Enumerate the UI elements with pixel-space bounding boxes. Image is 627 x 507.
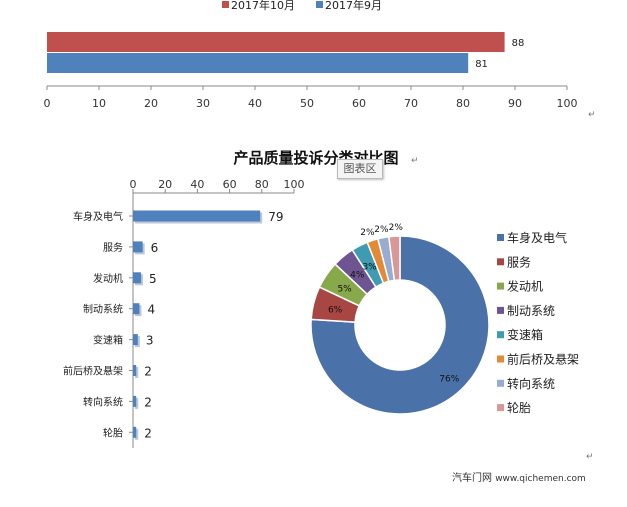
- data-label: 5: [149, 272, 157, 286]
- chart1-x-axis: 0 10 20 30 40 50 60 70 80 90 100: [44, 85, 578, 110]
- tick-label: 90: [508, 97, 522, 110]
- category-label: 车身及电气: [73, 210, 123, 223]
- tick-label: 50: [300, 97, 314, 110]
- tick-label: 30: [196, 97, 210, 110]
- category-label: 轮胎: [103, 426, 123, 439]
- tick-label: 60: [352, 97, 366, 110]
- donut-slice: [388, 235, 401, 282]
- slice-label: 2%: [374, 225, 389, 235]
- legend-label: 2017年10月: [231, 0, 295, 12]
- legend-label: 转向系统: [507, 376, 555, 391]
- legend-label: 前后桥及悬架: [507, 352, 579, 367]
- chart-area-tooltip: 图表区: [337, 159, 383, 179]
- tick-label: 60: [223, 178, 237, 191]
- category-label: 变速箱: [93, 334, 123, 347]
- legend-swatch: [497, 355, 504, 363]
- legend-label: 车身及电气: [507, 230, 567, 245]
- bar: [133, 272, 142, 284]
- slice-label: 2%: [360, 228, 375, 238]
- data-label: 81: [475, 59, 488, 70]
- donut-chart: 76%6%5%4%3%2% 2% 2% 车身及电气服务发动机制动系统变速箱前后桥及悬…: [310, 223, 579, 415]
- bar-shadow: [135, 428, 139, 440]
- chart1-bars: 88 81: [47, 32, 524, 73]
- data-label: 88: [512, 38, 525, 49]
- data-label: 2: [144, 426, 152, 440]
- tick-label: 100: [557, 97, 578, 110]
- tick-label: 100: [284, 178, 305, 191]
- tick-label: 80: [255, 178, 269, 191]
- bar: [133, 334, 138, 346]
- bar: [47, 53, 469, 73]
- bar-shadow: [135, 367, 139, 378]
- bar-shadow: [135, 397, 139, 409]
- tick-label: 0: [130, 178, 137, 191]
- monthly-comparison-chart: 2017年10月 2017年9月 88 81 0 10 20 30 40 50 60 70 80 90…: [44, 0, 578, 110]
- chart1-legend: 2017年10月 2017年9月: [222, 0, 382, 12]
- category-bar-chart: 0 20 40 60 80 100 79 车身及电气 6 服务 5 发动机 4 制动系统 3 变速箱 2 前后桥…: [63, 178, 305, 448]
- tick-label: 0: [44, 97, 51, 110]
- newline-mark: ↵: [588, 110, 596, 120]
- bar: [133, 426, 137, 438]
- data-label: 6: [151, 241, 159, 255]
- footer-newline-mark: ↵: [586, 452, 594, 462]
- slice-label: 6%: [328, 305, 343, 315]
- legend-label: 制动系统: [507, 304, 555, 318]
- data-label: 4: [147, 303, 155, 317]
- legend-swatch: [497, 282, 504, 290]
- tick-label: 80: [456, 97, 470, 110]
- slice-label: 4%: [350, 270, 365, 280]
- bar: [133, 241, 143, 253]
- slice-label: 2%: [389, 223, 404, 233]
- category-label: 服务: [103, 241, 123, 254]
- tick-label: 40: [248, 97, 262, 110]
- category-label: 转向系统: [83, 395, 123, 408]
- slice-label: 76%: [439, 374, 459, 384]
- legend-label: 轮胎: [507, 401, 531, 415]
- legend-swatch: [316, 1, 323, 8]
- donut-slices: [310, 235, 490, 415]
- category-label: 制动系统: [83, 303, 123, 316]
- category-label: 发动机: [93, 272, 123, 285]
- legend-label: 变速箱: [507, 327, 543, 342]
- bar: [133, 210, 261, 222]
- footer-site: www.qichemen.com: [495, 474, 586, 484]
- data-label: 79: [268, 210, 283, 224]
- tick-label: 40: [190, 178, 204, 191]
- slice-label: 5%: [337, 284, 352, 294]
- bar: [133, 395, 137, 407]
- title-newline-mark: ↵: [411, 156, 419, 166]
- data-label: 2: [144, 365, 152, 379]
- tick-label: 20: [158, 178, 172, 191]
- footer-brand: 汽车门网: [452, 473, 492, 484]
- footer-watermark: 汽车门网 www.qichemen.com: [452, 469, 586, 484]
- chart2-bars: 79 车身及电气 6 服务 5 发动机 4 制动系统 3 变速箱 2 前后桥及悬架 2 转向系统 2 轮胎: [63, 210, 283, 440]
- legend-swatch: [497, 331, 504, 339]
- bar: [47, 32, 505, 52]
- legend-label: 服务: [507, 254, 531, 269]
- legend-swatch: [497, 306, 504, 314]
- legend-swatch: [497, 234, 504, 241]
- legend-label: 发动机: [507, 279, 543, 294]
- tick-label: 10: [92, 97, 106, 110]
- category-label: 前后桥及悬架: [63, 365, 123, 378]
- legend-label: 2017年9月: [325, 0, 382, 12]
- legend-swatch: [497, 379, 504, 387]
- legend-swatch: [222, 1, 229, 8]
- tick-label: 70: [404, 97, 418, 110]
- donut-slice: [310, 235, 490, 415]
- legend-swatch: [497, 404, 504, 412]
- data-label: 2: [144, 395, 152, 409]
- tick-label: 20: [144, 97, 158, 110]
- legend-swatch: [497, 258, 504, 266]
- bar: [133, 303, 140, 315]
- data-label: 3: [146, 334, 154, 348]
- slice-label: 3%: [362, 262, 377, 272]
- bar: [133, 365, 137, 376]
- donut-labels: 76%6%5%4%3%2% 2% 2%: [328, 223, 460, 384]
